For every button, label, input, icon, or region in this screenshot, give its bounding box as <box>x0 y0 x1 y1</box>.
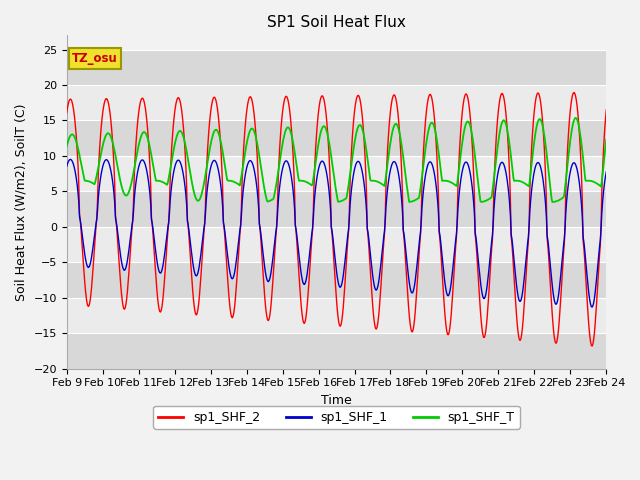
Bar <box>67 227 606 262</box>
sp1_SHF_2 <box>181 150 189 156</box>
sp1_SHF_1 <box>381 218 389 224</box>
Bar <box>67 192 606 227</box>
sp1_SHF_2 <box>328 231 336 237</box>
Bar <box>67 333 606 369</box>
Bar <box>67 156 606 192</box>
sp1_SHF_2 <box>434 172 442 178</box>
sp1_SHF_T <box>205 154 212 160</box>
sp1_SHF_1 <box>602 169 610 175</box>
Title: SP1 Soil Heat Flux: SP1 Soil Heat Flux <box>267 15 406 30</box>
sp1_SHF_2 <box>570 90 578 96</box>
Legend: sp1_SHF_2, sp1_SHF_1, sp1_SHF_T: sp1_SHF_2, sp1_SHF_1, sp1_SHF_T <box>154 406 520 429</box>
sp1_SHF_T <box>554 198 561 204</box>
sp1_SHF_T <box>548 199 556 205</box>
sp1_SHF_T <box>328 159 336 165</box>
sp1_SHF_2 <box>588 343 596 349</box>
sp1_SHF_T <box>381 183 388 189</box>
Bar <box>67 120 606 156</box>
Y-axis label: Soil Heat Flux (W/m2), SoilT (C): Soil Heat Flux (W/m2), SoilT (C) <box>15 103 28 300</box>
Bar <box>67 262 606 298</box>
Bar <box>67 85 606 120</box>
Line: sp1_SHF_1: sp1_SHF_1 <box>67 159 606 307</box>
sp1_SHF_1 <box>182 192 190 198</box>
Line: sp1_SHF_T: sp1_SHF_T <box>67 118 606 202</box>
sp1_SHF_2 <box>602 107 610 113</box>
sp1_SHF_1 <box>63 163 70 169</box>
sp1_SHF_1 <box>67 156 74 162</box>
sp1_SHF_2 <box>63 110 70 116</box>
Line: sp1_SHF_2: sp1_SHF_2 <box>67 93 606 346</box>
sp1_SHF_1 <box>554 298 561 303</box>
X-axis label: Time: Time <box>321 394 352 407</box>
sp1_SHF_1 <box>329 234 337 240</box>
sp1_SHF_1 <box>205 172 213 178</box>
sp1_SHF_1 <box>435 210 442 216</box>
sp1_SHF_T <box>434 143 442 149</box>
sp1_SHF_2 <box>205 134 212 140</box>
sp1_SHF_T <box>602 137 610 143</box>
sp1_SHF_2 <box>381 231 388 237</box>
sp1_SHF_T <box>63 143 70 149</box>
sp1_SHF_T <box>181 141 189 147</box>
sp1_SHF_2 <box>553 339 561 345</box>
Bar <box>67 49 606 85</box>
Text: TZ_osu: TZ_osu <box>72 52 118 65</box>
sp1_SHF_1 <box>588 304 596 310</box>
Bar <box>67 298 606 333</box>
sp1_SHF_T <box>572 115 579 121</box>
